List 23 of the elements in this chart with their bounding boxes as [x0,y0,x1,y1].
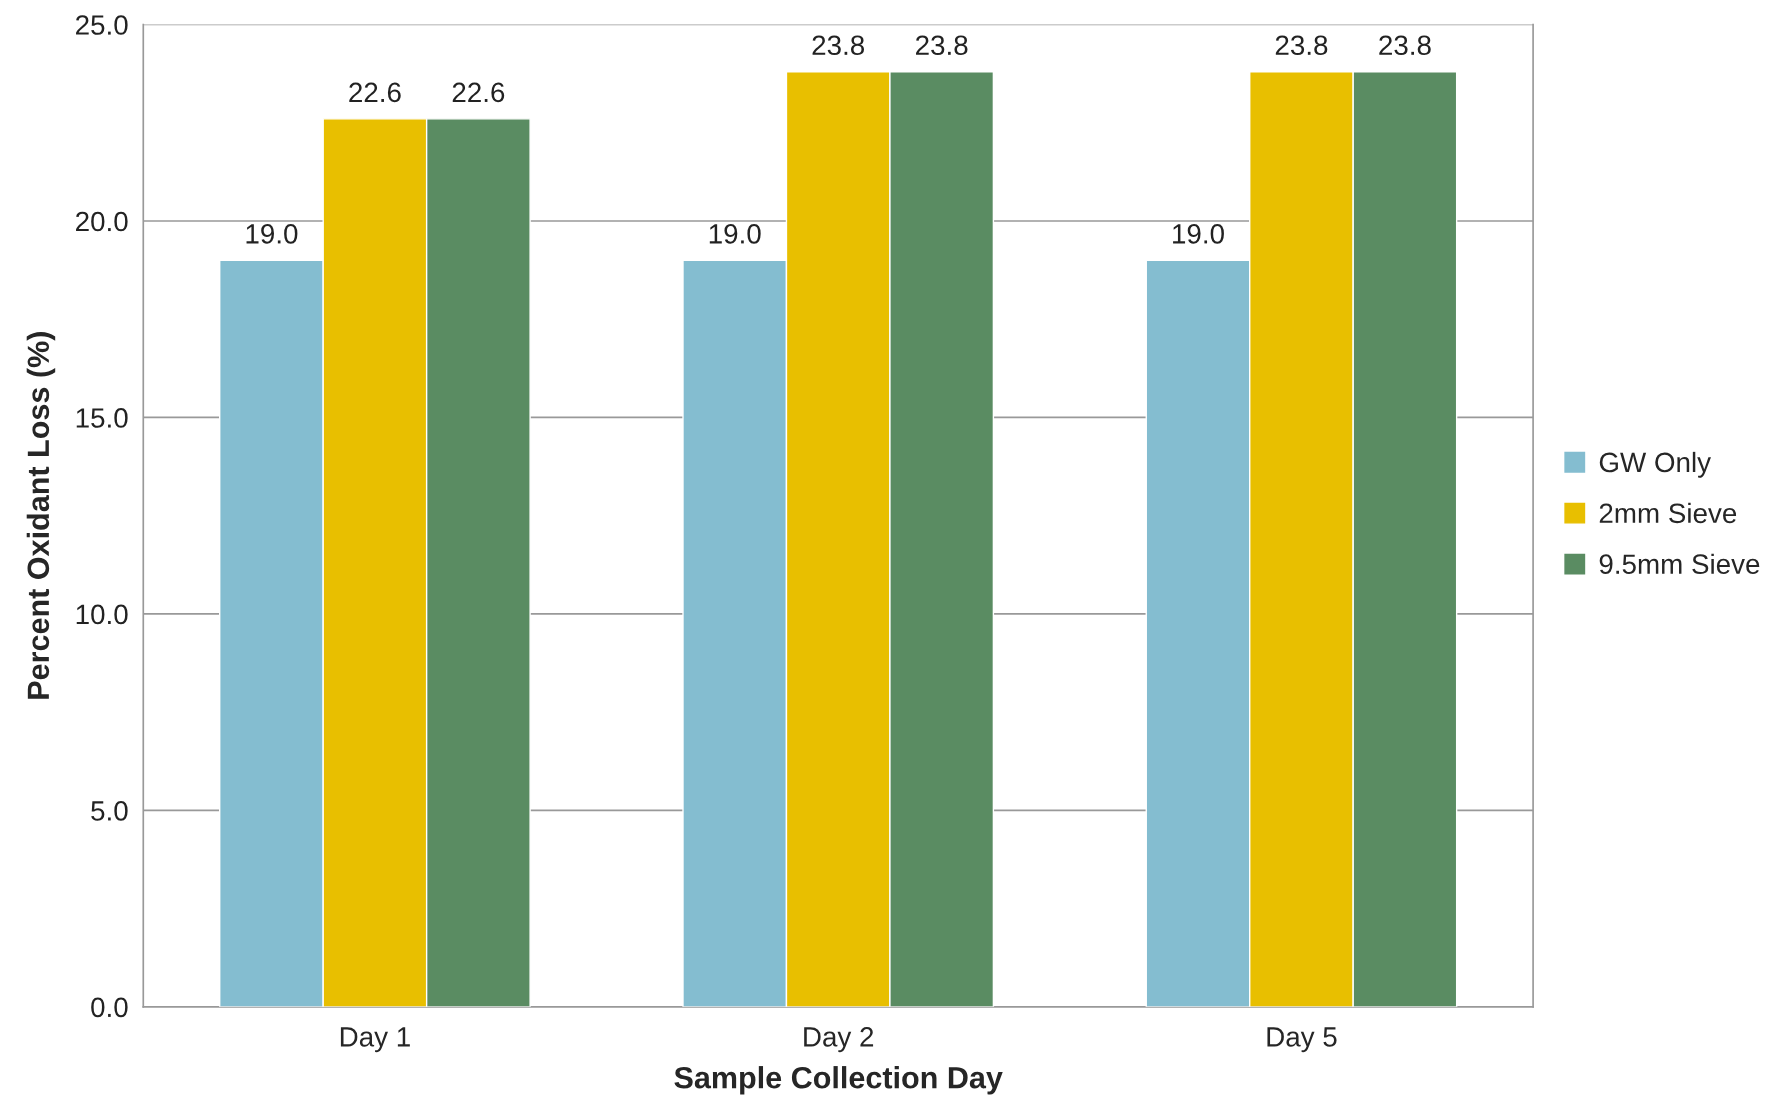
x-axis-title: Sample Collection Day [674,1066,1003,1095]
y-axis-title: Percent Oxidant Loss (%) [26,332,56,699]
data-label: 23.8 [1275,35,1328,56]
legend-label: GW Only [1599,451,1711,478]
y-tick-label: 25.0 [76,15,128,35]
data-label: 23.8 [916,35,968,56]
data-label: 22.6 [349,82,401,103]
data-label: 19.0 [1173,224,1224,244]
data-label: 23.8 [1379,35,1431,56]
y-tick-label: 20.0 [76,211,128,232]
y-tick-label: 10.0 [76,604,128,625]
x-tick-label: Day 2 [804,1027,874,1053]
data-label: 23.8 [812,35,865,56]
data-label: 19.0 [246,224,298,244]
legend-label: 2mm Sieve [1599,502,1737,524]
y-tick-label: 15.0 [76,408,128,428]
y-tick-label: 5.0 [91,801,128,821]
data-label: 22.6 [452,82,505,103]
x-tick-label: Day 1 [340,1027,410,1053]
x-tick-label: Day 5 [1267,1027,1337,1053]
legend-label: 9.5mm Sieve [1599,553,1760,575]
y-tick-label: 0.0 [91,997,128,1018]
data-label: 19.0 [709,224,761,244]
